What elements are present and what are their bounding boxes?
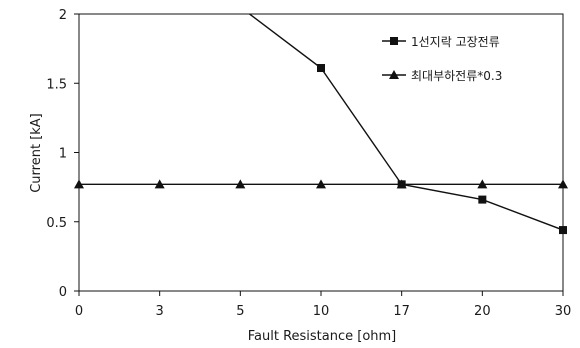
x-tick-label-5: 20	[474, 304, 491, 319]
x-tick-label-2: 5	[236, 304, 244, 319]
series-1-point-2	[235, 179, 246, 189]
y-tick-label-1: 0.5	[46, 216, 67, 231]
x-tick-label-4: 17	[393, 304, 410, 319]
x-tick-label-3: 10	[313, 304, 330, 319]
series-1-point-4	[396, 179, 407, 189]
y-axis-label: Current [kA]	[29, 113, 44, 193]
series-1-point-1	[154, 179, 165, 189]
y-tick-label-3: 1.5	[46, 77, 67, 92]
legend-label-1: 최대부하전류*0.3	[411, 69, 502, 83]
series-1-point-6	[558, 179, 568, 189]
plot-area-frame	[78, 13, 564, 292]
y-tick-label-2: 1	[59, 147, 67, 162]
series-0-point-6	[559, 226, 567, 235]
x-axis-label: Fault Resistance [ohm]	[248, 329, 397, 344]
legend-marker-0	[390, 37, 398, 45]
series-0-point-3	[317, 64, 325, 73]
legend-label-0: 1선지락 고장전류	[411, 35, 500, 49]
y-tick-label-4: 2	[59, 8, 67, 23]
series-1-point-3	[316, 179, 326, 189]
series-1-point-5	[477, 179, 488, 189]
x-tick-label-6: 30	[555, 304, 572, 319]
y-tick-label-0: 0	[59, 285, 67, 300]
x-tick-label-1: 3	[156, 304, 164, 319]
legend-marker-1	[389, 70, 399, 79]
series-1-point-0	[74, 179, 84, 189]
series-1	[74, 179, 568, 189]
series-0-point-5	[478, 195, 487, 204]
x-tick-label-0: 0	[75, 304, 83, 319]
